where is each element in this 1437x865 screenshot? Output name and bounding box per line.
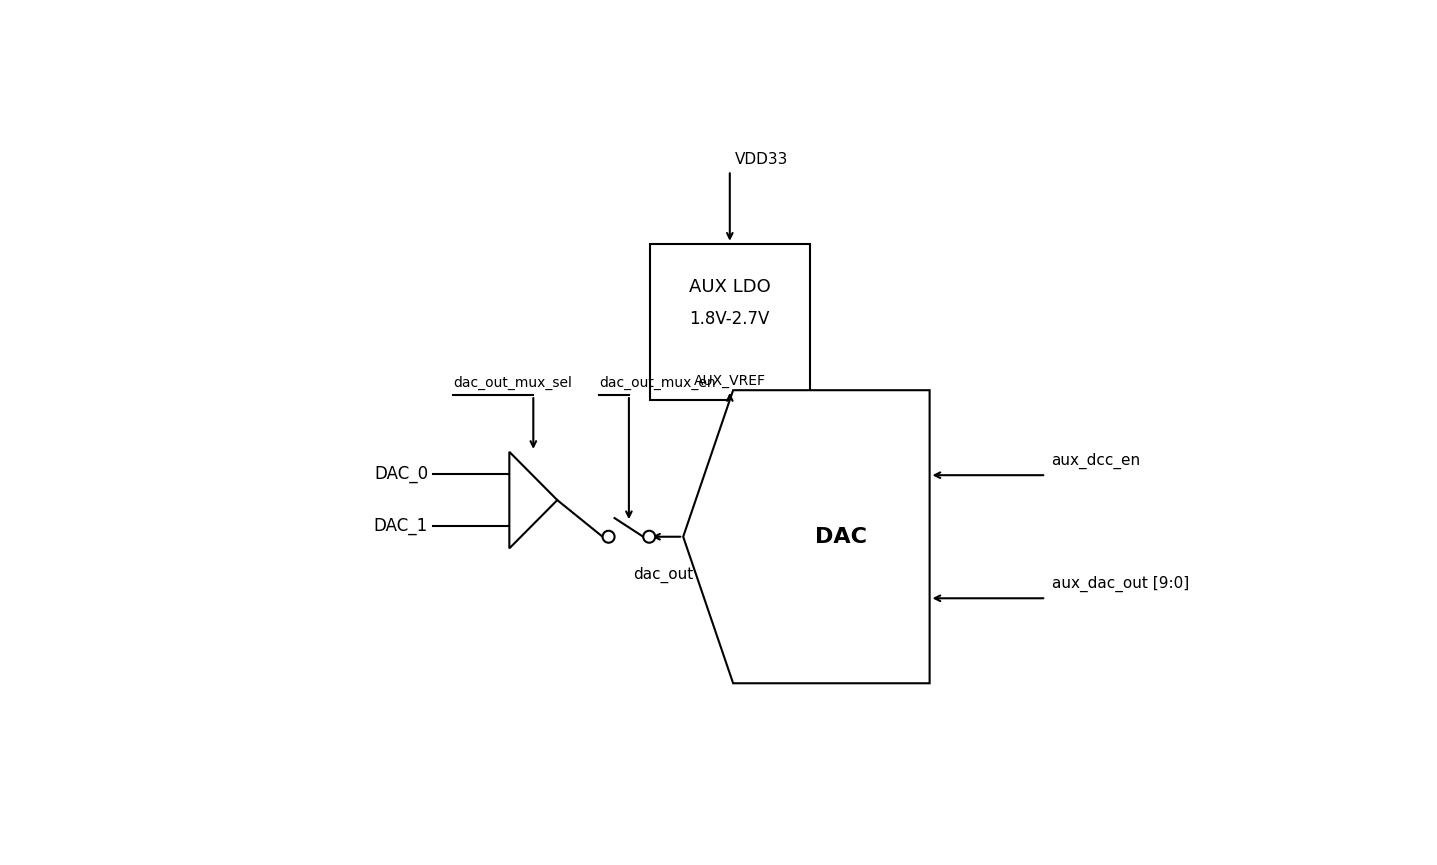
Text: VDD33: VDD33 bbox=[736, 152, 789, 167]
Text: dac_out_mux_en: dac_out_mux_en bbox=[599, 375, 716, 390]
Text: dac_out_mux_sel: dac_out_mux_sel bbox=[454, 375, 572, 390]
Circle shape bbox=[644, 531, 655, 542]
Polygon shape bbox=[683, 390, 930, 683]
Text: aux_dcc_en: aux_dcc_en bbox=[1052, 452, 1141, 469]
Text: AUX_VREF: AUX_VREF bbox=[694, 375, 766, 388]
Text: DAC: DAC bbox=[815, 527, 867, 547]
Text: dac_out: dac_out bbox=[634, 567, 693, 583]
Polygon shape bbox=[509, 452, 558, 548]
Circle shape bbox=[602, 531, 615, 542]
Text: DAC_1: DAC_1 bbox=[374, 517, 428, 535]
Text: DAC_0: DAC_0 bbox=[374, 465, 428, 483]
Bar bbox=[650, 244, 809, 400]
Text: aux_dac_out [9:0]: aux_dac_out [9:0] bbox=[1052, 575, 1188, 592]
Text: 1.8V-2.7V: 1.8V-2.7V bbox=[690, 310, 770, 328]
Text: AUX LDO: AUX LDO bbox=[688, 279, 770, 297]
